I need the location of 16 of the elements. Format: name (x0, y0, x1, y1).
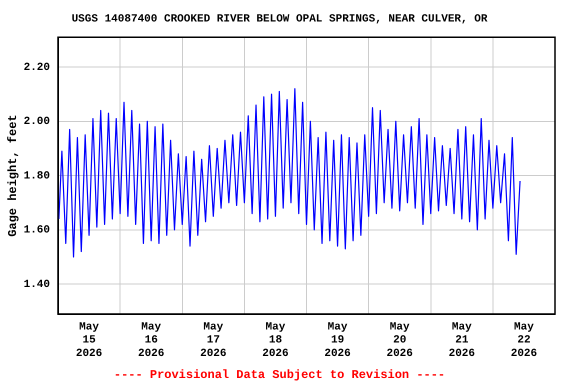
x-tick-label: May 21 2026 (448, 321, 476, 360)
x-tick-label: May 18 2026 (262, 321, 289, 360)
y-tick-label: 2.00 (24, 116, 50, 128)
y-tick-label: 1.80 (24, 170, 50, 182)
y-tick-label: 1.60 (24, 224, 50, 237)
x-tick-label: May 16 2026 (138, 321, 164, 360)
x-tick-label: May 15 2026 (76, 321, 102, 360)
x-tick-label: May 19 2026 (324, 321, 351, 360)
x-tick-label: May 20 2026 (386, 321, 413, 360)
chart-title: USGS 14087400 CROOKED RIVER BELOW OPAL SPRINGS, NEAR CULVER, OR (72, 13, 488, 26)
y-tick-label: 1.40 (24, 278, 50, 291)
y-tick-label: 2.20 (24, 62, 50, 74)
y-axis-title: Gage height, feet (6, 114, 20, 237)
x-tick-label: May 22 2026 (510, 321, 538, 360)
text: ---- Provisional Data Subject to Revision ---- (114, 368, 446, 382)
x-tick-label: May 17 2026 (200, 321, 227, 360)
